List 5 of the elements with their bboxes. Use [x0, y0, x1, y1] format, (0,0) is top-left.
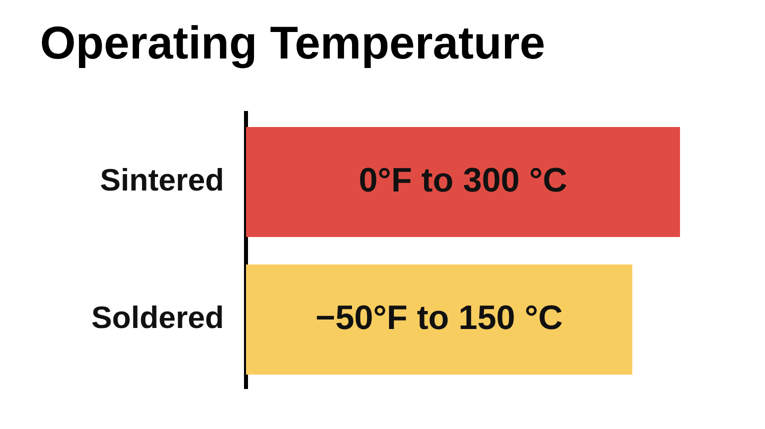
- y-tick-label: Soldered: [91, 300, 224, 336]
- annotation: 0°F to 300 °C: [358, 161, 568, 200]
- y-tick-label: Sintered: [100, 162, 224, 198]
- chart-title: Operating Temperature: [40, 16, 546, 68]
- annotation: −50°F to 150 °C: [315, 298, 563, 337]
